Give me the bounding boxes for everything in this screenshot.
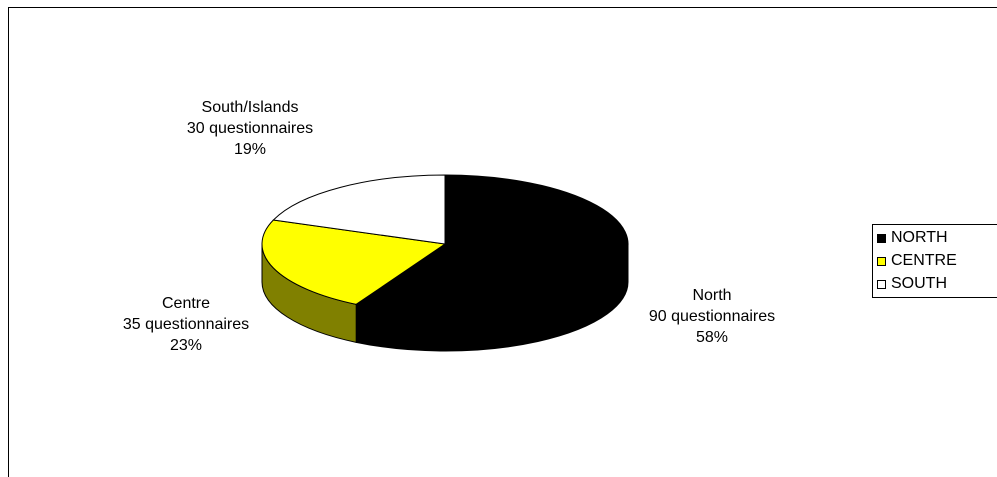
legend-item-centre: CENTRE <box>877 251 957 271</box>
data-label-south: South/Islands 30 questionnaires 19% <box>187 99 313 158</box>
legend-item-north: NORTH <box>877 228 948 248</box>
data-label-south-line: South/Islands <box>202 99 299 116</box>
legend-label-south: SOUTH <box>891 275 947 292</box>
data-label-north-line: 90 questionnaires <box>649 308 775 325</box>
legend-swatch-centre <box>877 256 886 266</box>
legend-swatch-south <box>877 279 886 289</box>
pie-slice-south <box>272 174 446 245</box>
pie-slice-centre <box>261 219 447 305</box>
legend: NORTH CENTRE SOUTH <box>872 224 997 298</box>
legend-label-north: NORTH <box>891 229 948 246</box>
data-label-centre: Centre 35 questionnaires 23% <box>123 295 249 354</box>
legend-label-centre: CENTRE <box>891 252 957 269</box>
data-label-north-line: North <box>692 287 731 304</box>
pie-slice-north <box>354 174 629 314</box>
data-label-south-line: 19% <box>234 141 266 158</box>
legend-item-south: SOUTH <box>877 274 947 294</box>
chart-area <box>8 7 997 477</box>
data-label-centre-line: 23% <box>170 337 202 354</box>
data-label-north-line: 58% <box>696 329 728 346</box>
data-label-centre-line: 35 questionnaires <box>123 316 249 333</box>
data-label-north: North 90 questionnaires 58% <box>649 287 775 346</box>
data-label-south-line: 30 questionnaires <box>187 120 313 137</box>
legend-swatch-north <box>877 233 886 243</box>
data-label-centre-line: Centre <box>162 295 210 312</box>
